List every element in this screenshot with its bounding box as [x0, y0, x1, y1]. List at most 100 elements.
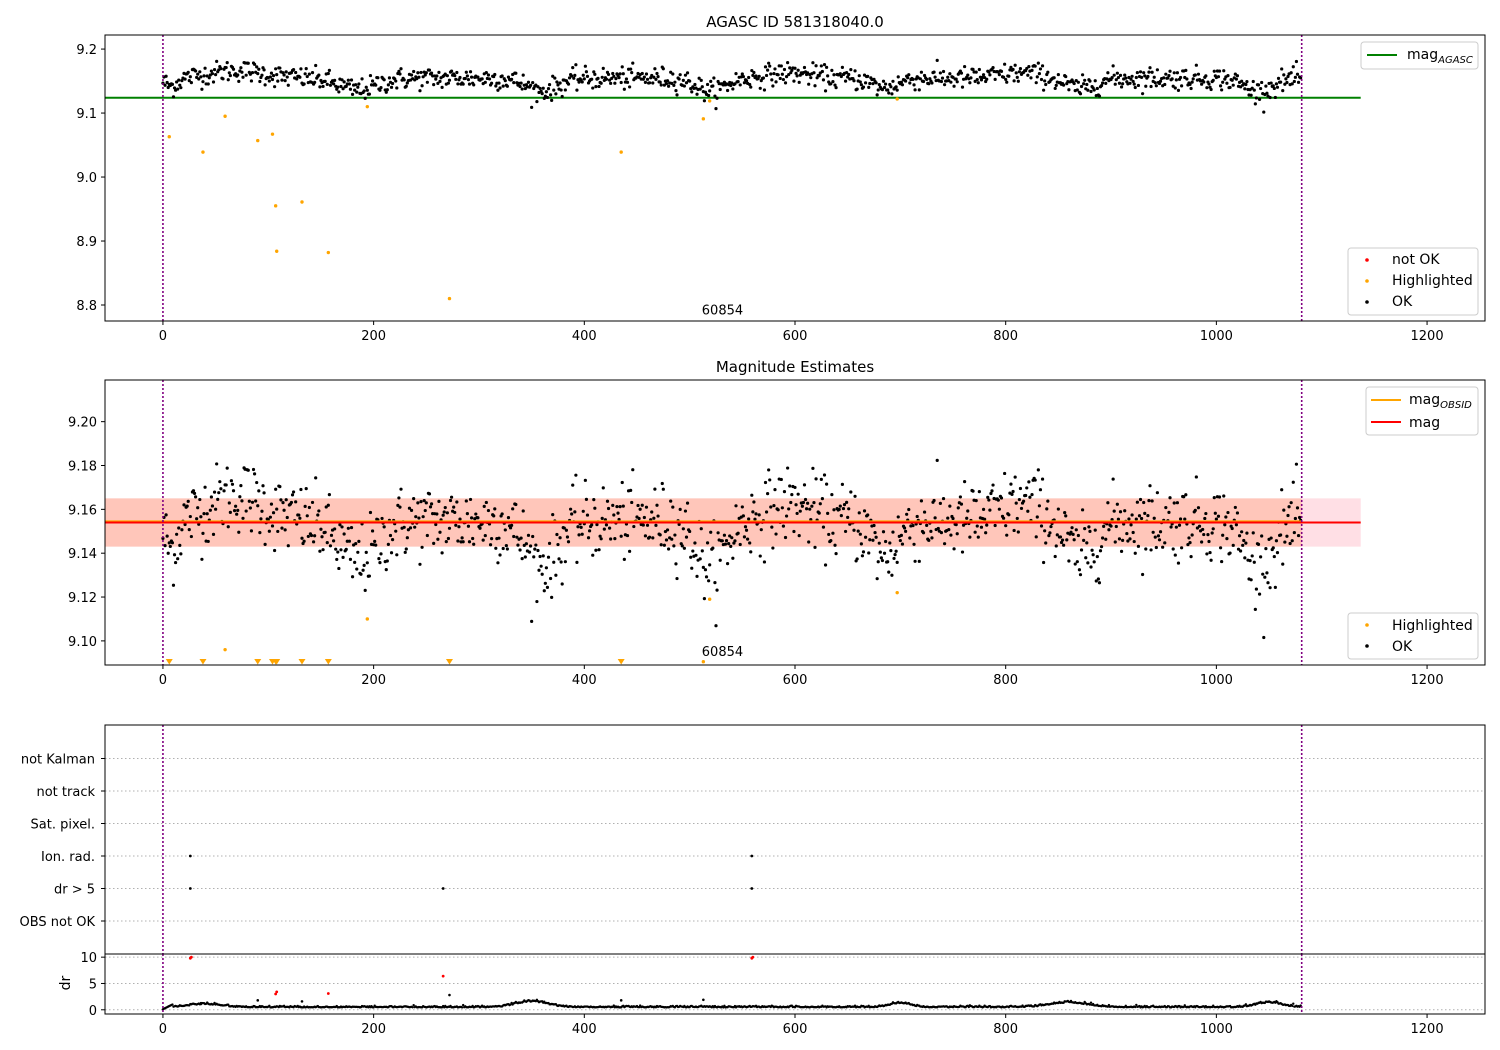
ok-point: [1139, 516, 1144, 521]
ok-point: [1249, 578, 1253, 582]
ok-point: [689, 555, 693, 559]
ok-point: [441, 513, 445, 517]
ok-point: [971, 489, 975, 493]
ok-point: [232, 508, 237, 513]
flag-category-label: not Kalman: [21, 753, 95, 768]
ok-point: [814, 477, 818, 481]
ok-point: [198, 497, 202, 502]
ok-point: [286, 544, 290, 548]
ok-point: [590, 523, 594, 527]
highlighted-point: [270, 132, 275, 136]
ok-point: [1191, 77, 1195, 81]
ok-point: [644, 72, 649, 76]
highlighted-point: [619, 150, 623, 154]
ok-point: [471, 536, 475, 541]
ok-point: [1110, 76, 1114, 80]
ok-point: [317, 73, 321, 77]
ok-point: [1283, 540, 1287, 544]
ok-point: [622, 87, 626, 91]
ok-point: [1259, 555, 1263, 559]
x-tick-label: 1200: [1411, 673, 1444, 688]
ok-point: [209, 69, 213, 73]
ok-point: [819, 477, 823, 481]
ok-point: [912, 83, 916, 87]
ok-point: [449, 69, 454, 73]
ok-point: [968, 535, 972, 539]
flag-category-label: OBS not OK: [20, 915, 96, 930]
ok-point: [429, 71, 434, 75]
ok-point: [199, 515, 203, 519]
ok-point: [1161, 545, 1165, 549]
legend-highlighted-marker: [1365, 623, 1369, 627]
ok-point: [1276, 76, 1281, 80]
ok-point: [1131, 79, 1135, 84]
ok-point: [379, 86, 383, 90]
ok-point: [198, 70, 202, 74]
ok-point: [320, 535, 324, 539]
ok-point: [776, 73, 780, 77]
ok-point: [762, 88, 767, 92]
ok-point: [280, 78, 284, 82]
legend-highlighted-marker: [1365, 279, 1369, 283]
ok-point: [758, 554, 762, 558]
ok-point: [1176, 561, 1181, 565]
ok-point: [1193, 508, 1197, 512]
ok-point: [200, 87, 204, 91]
ok-point: [1200, 82, 1204, 86]
ok-point: [274, 67, 278, 71]
ok-point: [786, 61, 790, 65]
ok-point: [355, 567, 359, 571]
ok-point: [861, 550, 866, 554]
ok-point: [504, 543, 508, 548]
ok-point: [806, 501, 810, 505]
ok-point: [640, 503, 644, 507]
ok-point: [1099, 545, 1104, 549]
ok-point: [860, 554, 865, 558]
ok-point: [1072, 538, 1076, 542]
x-tick-label: 200: [361, 329, 386, 344]
ok-point: [1183, 517, 1187, 521]
ok-point: [1012, 528, 1016, 533]
ok-point: [465, 74, 469, 78]
ok-point: [958, 495, 962, 499]
ok-point: [370, 529, 375, 533]
ok-point: [1242, 538, 1246, 543]
legend-box: [1347, 612, 1479, 660]
ok-point: [826, 511, 830, 515]
ok-point: [363, 96, 367, 100]
ok-point: [339, 84, 343, 89]
ok-point: [796, 492, 800, 496]
ok-point: [852, 528, 856, 532]
ok-point: [754, 512, 758, 516]
ok-point: [1004, 77, 1008, 82]
ok-point: [538, 86, 542, 91]
ok-point: [291, 490, 296, 494]
ok-point: [917, 559, 921, 563]
dr-ok-point: [460, 1006, 464, 1009]
ok-point: [350, 92, 355, 96]
ok-point: [171, 95, 176, 99]
ok-point: [1101, 536, 1105, 540]
ok-point: [268, 515, 272, 519]
ok-point: [238, 495, 242, 499]
ok-point: [241, 516, 245, 520]
ok-point: [866, 513, 870, 517]
ok-point: [1180, 546, 1184, 550]
highlighted-point: [275, 249, 279, 253]
ok-point: [188, 75, 192, 79]
ok-point: [659, 543, 663, 547]
ok-point: [505, 84, 510, 88]
legend-ok-label: OK: [1392, 639, 1413, 655]
ok-point: [1266, 581, 1270, 585]
ok-point: [201, 531, 205, 535]
ok-point: [267, 529, 271, 533]
ok-point: [1102, 524, 1106, 528]
ok-point: [932, 70, 936, 74]
ok-point: [1080, 508, 1085, 512]
ok-point: [873, 530, 877, 535]
ok-point: [1003, 471, 1007, 476]
ok-point: [1136, 544, 1141, 548]
ok-point: [180, 528, 184, 532]
ok-point: [547, 541, 552, 545]
ok-point: [766, 492, 770, 496]
